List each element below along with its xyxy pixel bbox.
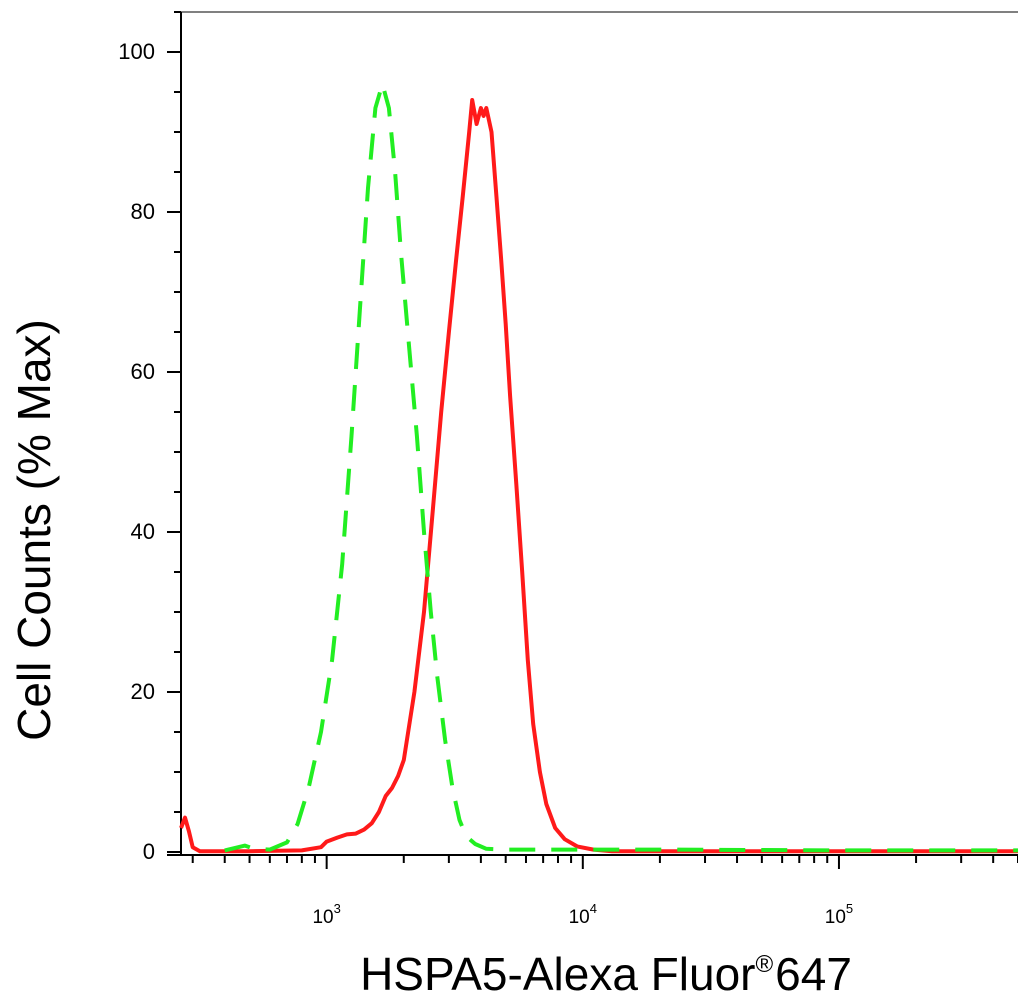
x-axis-title: HSPA5-Alexa Fluor®647 — [360, 948, 852, 1000]
y-tick-label: 20 — [131, 679, 155, 704]
x-tick-label: 103 — [312, 901, 340, 928]
y-tick-label: 80 — [131, 199, 155, 224]
registered-mark: ® — [755, 951, 773, 978]
y-tick-label: 40 — [131, 519, 155, 544]
x-tick-label-exponent: 5 — [846, 901, 853, 916]
x-tick-label-base: 10 — [569, 907, 590, 928]
x-axis-title-main: HSPA5-Alexa Fluor — [360, 948, 755, 1000]
x-axis-title-suffix: 647 — [775, 948, 852, 1000]
series-line-green-dashed — [224, 82, 1018, 853]
x-tick-label-base: 10 — [312, 907, 333, 928]
x-tick-label-exponent: 4 — [590, 901, 597, 916]
series-line-red-solid — [179, 98, 1018, 854]
series-layer — [179, 82, 1018, 854]
x-tick-label-base: 10 — [825, 907, 846, 928]
x-tick-label: 105 — [825, 901, 853, 928]
x-tick-label: 104 — [569, 901, 597, 928]
x-axis: 103 104 105 — [191, 855, 1018, 928]
x-tick-label-exponent: 3 — [334, 901, 341, 916]
y-axis: 0 20 40 60 80 100 — [118, 11, 181, 864]
y-tick-label: 100 — [118, 39, 155, 64]
y-tick-label: 60 — [131, 359, 155, 384]
plot-frame — [167, 11, 1018, 856]
y-axis-title: Cell Counts (% Max) — [8, 319, 60, 741]
y-tick-label: 0 — [143, 839, 155, 864]
